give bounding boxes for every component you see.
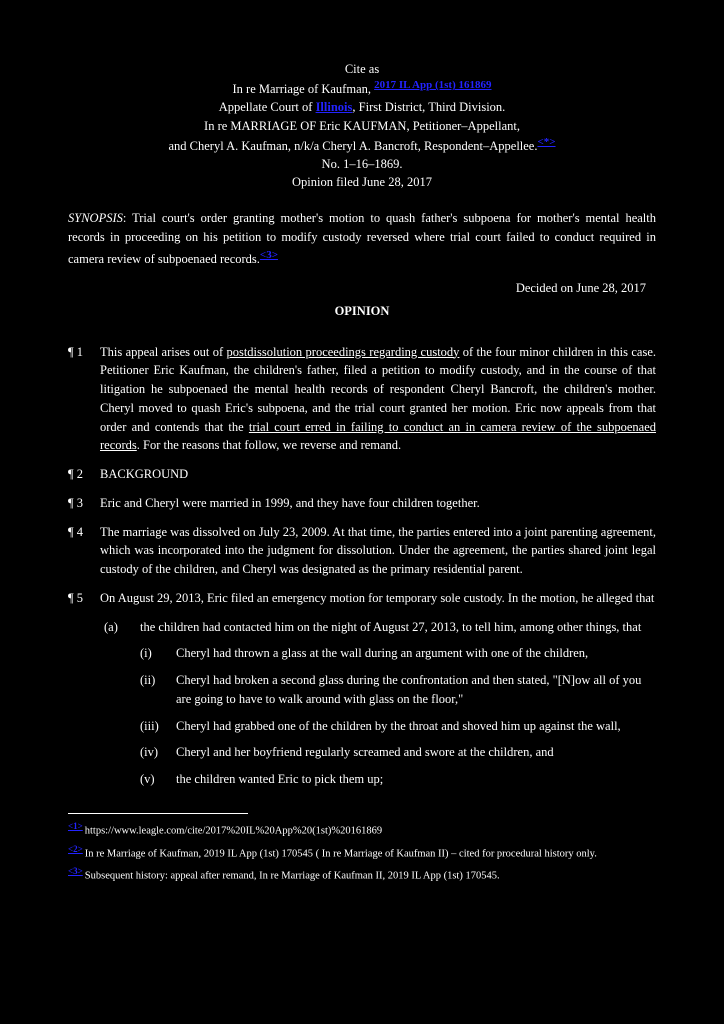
subsub-label: (iv) [140, 743, 176, 762]
para-number: ¶ 5 [68, 589, 100, 608]
sub-label: (a) [104, 618, 140, 637]
underlined-phrase-1: postdissolution proceedings regarding cu… [226, 345, 459, 359]
court-line: Appellate Court of Illinois, First Distr… [68, 98, 656, 116]
cite-link[interactable]: 2017 IL App (1st) 161869 [374, 79, 491, 91]
subsub-label: (ii) [140, 671, 176, 690]
footnote-number[interactable]: <2> [68, 844, 83, 854]
footnote-1: <1>https://www.leagle.com/cite/2017%20IL… [68, 820, 656, 839]
para-number: ¶ 2 [68, 465, 100, 484]
subsub-ii: (ii)Cheryl had broken a second glass dur… [68, 671, 656, 709]
citation-header: Cite as In re Marriage of Kaufman, 2017 … [68, 60, 656, 191]
synopsis-label: SYNOPSIS [68, 211, 123, 225]
subsub-label: (i) [140, 644, 176, 663]
caption-line-1: In re MARRIAGE OF Eric KAUFMAN, Petition… [68, 117, 656, 135]
para-number: ¶ 4 [68, 523, 100, 542]
caption-footnote-ref[interactable]: <*> [537, 136, 555, 148]
paragraph-3: ¶ 3Eric and Cheryl were married in 1999,… [68, 494, 656, 513]
caption-line-2: and Cheryl A. Kaufman, n/k/a Cheryl A. B… [68, 135, 656, 155]
state-link[interactable]: Illinois [316, 100, 353, 114]
subsub-iii: (iii)Cheryl had grabbed one of the child… [68, 717, 656, 736]
subsub-i: (i)Cheryl had thrown a glass at the wall… [68, 644, 656, 663]
synopsis-text: Trial court's order granting mother's mo… [68, 211, 656, 266]
sub-a: (a)the children had contacted him on the… [68, 618, 656, 637]
footnote-ref-3[interactable]: <3> [260, 249, 278, 261]
subsub-v: (v)the children wanted Eric to pick them… [68, 770, 656, 789]
paragraph-5: ¶ 5On August 29, 2013, Eric filed an eme… [68, 589, 656, 608]
para-number: ¶ 1 [68, 343, 100, 362]
footnote-2: <2>In re Marriage of Kaufman, 2019 IL Ap… [68, 843, 656, 862]
opinion-filed: Opinion filed June 28, 2017 [68, 173, 656, 191]
subsub-iv: (iv)Cheryl and her boyfriend regularly s… [68, 743, 656, 762]
subsub-label: (iii) [140, 717, 176, 736]
para-number: ¶ 3 [68, 494, 100, 513]
subsub-label: (v) [140, 770, 176, 789]
footnote-number[interactable]: <1> [68, 821, 83, 831]
paragraph-4: ¶ 4The marriage was dissolved on July 23… [68, 523, 656, 579]
paragraph-1: ¶ 1This appeal arises out of postdissolu… [68, 343, 656, 456]
case-cite: In re Marriage of Kaufman, 2017 IL App (… [68, 78, 656, 98]
section-heading: BACKGROUND [100, 467, 188, 481]
footnote-rule [68, 813, 248, 814]
synopsis-block: SYNOPSIS: Trial court's order granting m… [68, 209, 656, 268]
footnote-3: <3>Subsequent history: appeal after rema… [68, 865, 656, 884]
opinion-heading: OPINION [68, 304, 656, 319]
cite-as: Cite as [68, 60, 656, 78]
docket-number: No. 1–16–1869. [68, 155, 656, 173]
decision-date: Decided on June 28, 2017 [68, 281, 656, 296]
paragraph-2: ¶ 2BACKGROUND [68, 465, 656, 484]
footnote-number[interactable]: <3> [68, 866, 83, 876]
